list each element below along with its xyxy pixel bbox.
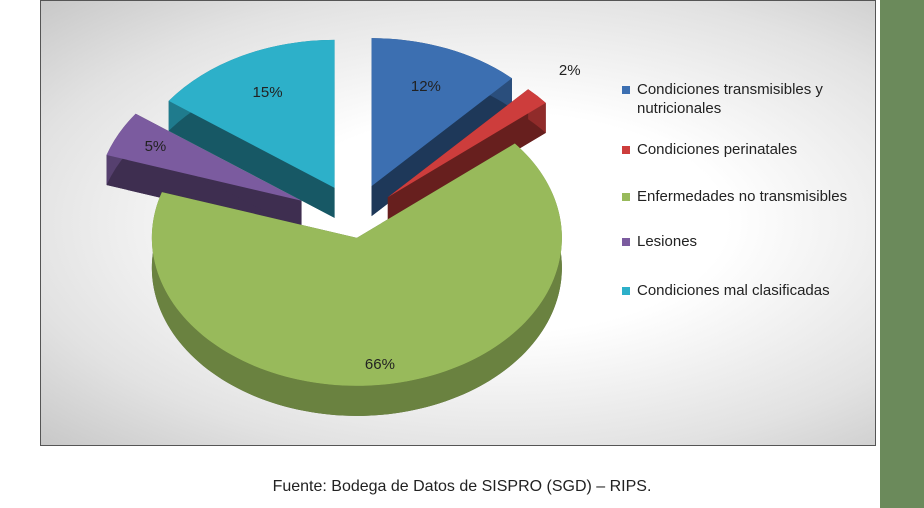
legend-entry: Condiciones perinatales — [622, 140, 867, 159]
slice — [106, 113, 302, 231]
legend-swatch — [622, 238, 630, 246]
chart: 12% 2% 66% 5% 15% — [106, 38, 581, 416]
legend-entry: Lesiones — [622, 232, 867, 251]
slice-top — [168, 39, 335, 188]
legend-label: Condiciones transmisibles y nutricionale… — [637, 81, 823, 117]
legend-label: Lesiones — [637, 233, 698, 250]
slice — [151, 143, 562, 416]
legend-label: Condiciones mal clasificadas — [637, 282, 830, 299]
slice-top — [371, 38, 512, 187]
slice-top — [151, 143, 562, 386]
legend-label: Condiciones perinatales — [637, 141, 798, 158]
legend-entry: Condiciones transmisibles y nutricionale… — [622, 80, 867, 118]
data-label: 66% — [365, 356, 395, 373]
caption: Fuente: Bodega de Datos de SISPRO (SGD) … — [272, 478, 652, 495]
slice-top — [387, 89, 546, 198]
legend-label: Enfermedades no transmisibles — [637, 188, 848, 205]
slice — [168, 39, 335, 218]
slice-side — [168, 100, 335, 218]
legend-swatch — [622, 287, 630, 295]
slice — [371, 38, 512, 217]
legend-swatch — [622, 86, 630, 94]
data-label: 12% — [411, 78, 441, 95]
data-label: 5% — [145, 138, 167, 155]
data-label: 2% — [559, 62, 581, 79]
side-strip — [880, 0, 924, 508]
legend: Condiciones transmisibles y nutricionale… — [622, 80, 867, 300]
legend-entry: Condiciones mal clasificadas — [622, 281, 867, 300]
slice-side — [106, 155, 302, 231]
data-label: 15% — [253, 84, 283, 101]
slice-side — [371, 78, 512, 217]
slice-top — [106, 113, 302, 201]
legend-swatch — [622, 193, 630, 201]
legend-swatch — [622, 146, 630, 154]
legend-entry: Enfermedades no transmisibles — [622, 187, 867, 206]
